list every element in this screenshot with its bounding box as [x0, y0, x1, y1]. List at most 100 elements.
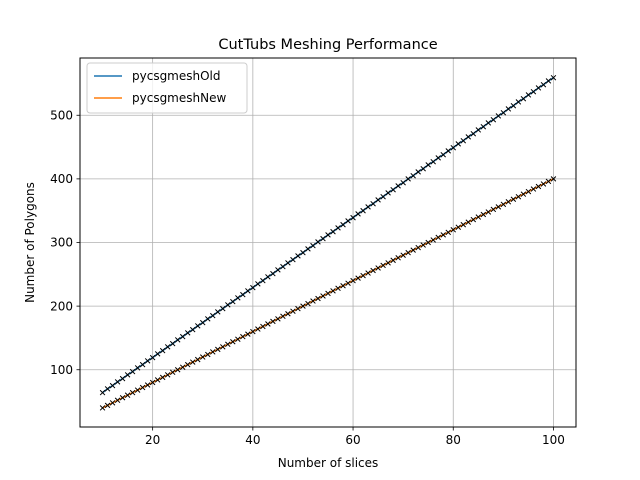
data-point-pycsgmeshOld	[104, 386, 111, 392]
data-point-pycsgmeshNew	[430, 237, 436, 243]
data-point-pycsgmeshNew	[335, 285, 341, 292]
data-point-pycsgmeshNew	[205, 351, 211, 358]
data-point-pycsgmeshNew	[405, 249, 411, 256]
data-point-pycsgmeshOld	[300, 249, 306, 256]
data-point-pycsgmeshOld	[245, 288, 251, 294]
data-point-pycsgmeshOld	[330, 228, 336, 235]
data-point-pycsgmeshNew	[124, 392, 131, 398]
data-point-pycsgmeshOld	[159, 347, 166, 354]
data-point-pycsgmeshNew	[410, 247, 416, 253]
data-point-pycsgmeshOld	[124, 372, 131, 378]
data-point-pycsgmeshNew	[505, 199, 512, 205]
data-point-pycsgmeshOld	[169, 340, 176, 347]
data-point-pycsgmeshNew	[390, 257, 396, 264]
data-point-pycsgmeshOld	[380, 193, 386, 200]
data-point-pycsgmeshOld	[99, 389, 106, 396]
data-point-pycsgmeshOld	[320, 235, 326, 242]
data-point-pycsgmeshOld	[199, 319, 206, 326]
data-point-pycsgmeshOld	[545, 78, 552, 84]
y-tick-label: 200	[50, 299, 73, 313]
x-tick-label: 80	[446, 433, 461, 447]
data-point-pycsgmeshOld	[290, 256, 296, 263]
data-point-pycsgmeshOld	[350, 214, 356, 221]
data-point-pycsgmeshNew	[154, 377, 161, 383]
data-point-pycsgmeshOld	[154, 351, 161, 357]
data-point-pycsgmeshNew	[415, 244, 421, 251]
data-point-pycsgmeshNew	[375, 265, 381, 271]
data-point-pycsgmeshNew	[470, 216, 477, 223]
data-point-pycsgmeshOld	[250, 284, 256, 291]
data-point-pycsgmeshNew	[400, 252, 406, 258]
data-point-pycsgmeshOld	[360, 207, 366, 214]
data-point-pycsgmeshNew	[325, 290, 331, 297]
data-point-pycsgmeshNew	[365, 270, 371, 276]
data-point-pycsgmeshOld	[500, 109, 507, 116]
data-point-pycsgmeshNew	[305, 300, 311, 307]
data-markers	[99, 74, 557, 411]
data-point-pycsgmeshOld	[540, 81, 547, 88]
data-point-pycsgmeshOld	[340, 221, 346, 228]
data-point-pycsgmeshOld	[265, 274, 271, 280]
x-tick-label: 20	[145, 433, 160, 447]
data-point-pycsgmeshOld	[470, 130, 477, 137]
data-point-pycsgmeshOld	[505, 106, 512, 112]
data-point-pycsgmeshNew	[540, 181, 547, 187]
x-tick-label: 40	[245, 433, 260, 447]
data-point-pycsgmeshOld	[310, 242, 316, 249]
data-point-pycsgmeshNew	[475, 214, 482, 220]
legend: pycsgmeshOld pycsgmeshNew	[86, 62, 248, 114]
data-point-pycsgmeshNew	[500, 201, 507, 208]
data-point-pycsgmeshNew	[134, 387, 141, 393]
y-axis-label: Number of Polygons	[23, 182, 37, 303]
data-point-pycsgmeshOld	[210, 312, 216, 319]
y-tick-label: 100	[50, 363, 73, 377]
data-point-pycsgmeshOld	[109, 382, 116, 389]
data-point-pycsgmeshOld	[550, 74, 557, 81]
data-point-pycsgmeshNew	[345, 280, 351, 286]
data-point-pycsgmeshOld	[114, 379, 121, 385]
data-point-pycsgmeshNew	[510, 196, 517, 202]
data-point-pycsgmeshOld	[205, 316, 211, 322]
data-point-pycsgmeshNew	[275, 316, 281, 322]
data-point-pycsgmeshOld	[144, 358, 151, 364]
data-point-pycsgmeshNew	[164, 372, 171, 378]
data-point-pycsgmeshNew	[270, 318, 276, 325]
data-point-pycsgmeshOld	[305, 246, 311, 252]
data-point-pycsgmeshNew	[104, 402, 111, 409]
data-point-pycsgmeshNew	[220, 344, 226, 350]
data-point-pycsgmeshOld	[225, 302, 231, 308]
data-point-pycsgmeshNew	[435, 234, 441, 241]
data-point-pycsgmeshNew	[315, 295, 321, 302]
data-point-pycsgmeshOld	[134, 365, 141, 371]
data-point-pycsgmeshNew	[440, 232, 446, 238]
data-point-pycsgmeshOld	[490, 116, 497, 123]
data-point-pycsgmeshOld	[440, 151, 446, 158]
chart-title: CutTubs Meshing Performance	[218, 37, 437, 53]
data-point-pycsgmeshNew	[109, 400, 116, 406]
data-point-pycsgmeshOld	[445, 148, 451, 154]
data-point-pycsgmeshOld	[455, 141, 462, 147]
data-point-pycsgmeshOld	[415, 169, 421, 175]
data-point-pycsgmeshNew	[230, 338, 236, 345]
data-point-pycsgmeshNew	[535, 183, 542, 190]
data-point-pycsgmeshNew	[179, 364, 186, 370]
data-point-pycsgmeshOld	[520, 95, 527, 102]
data-point-pycsgmeshOld	[395, 183, 401, 189]
data-point-pycsgmeshOld	[280, 263, 286, 270]
data-point-pycsgmeshNew	[184, 361, 191, 368]
data-point-pycsgmeshNew	[139, 384, 146, 391]
data-point-pycsgmeshOld	[390, 186, 396, 193]
data-point-pycsgmeshOld	[450, 144, 457, 151]
data-point-pycsgmeshNew	[525, 188, 532, 195]
data-point-pycsgmeshOld	[530, 88, 537, 95]
data-point-pycsgmeshNew	[245, 331, 251, 337]
grid	[80, 58, 576, 427]
data-point-pycsgmeshNew	[99, 405, 106, 411]
data-point-pycsgmeshNew	[159, 374, 166, 381]
data-point-pycsgmeshNew	[360, 272, 366, 279]
data-point-pycsgmeshOld	[495, 113, 502, 119]
data-point-pycsgmeshNew	[350, 277, 356, 284]
data-point-pycsgmeshOld	[425, 162, 431, 168]
y-tick-label: 300	[50, 236, 73, 250]
legend-label-new: pycsgmeshNew	[132, 91, 226, 105]
